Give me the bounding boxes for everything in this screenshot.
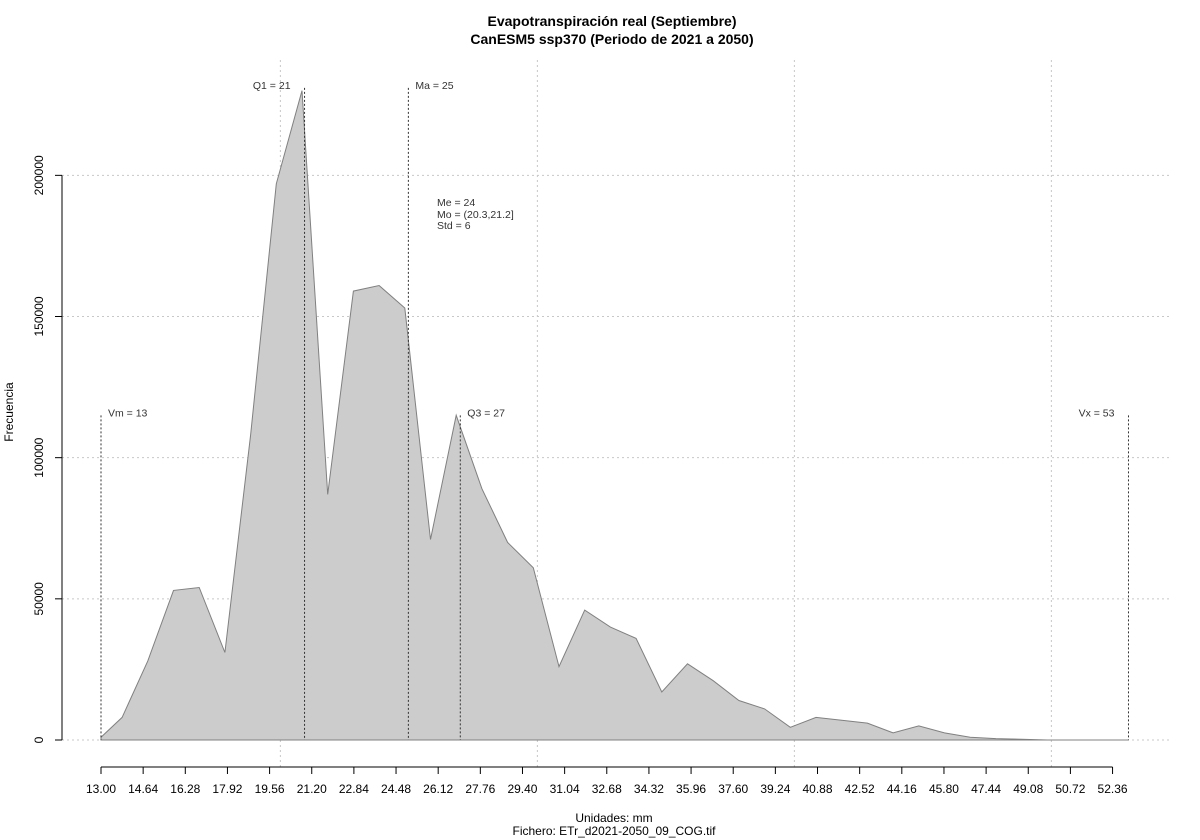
frequency-area (100, 90, 1129, 741)
x-tick-label: 47.44 (971, 782, 1001, 796)
axis-layer: 0 50000 100000 150000 200000 13.00 14.64 16.28 1… (32, 155, 1128, 796)
x-tick-label: 39.24 (760, 782, 790, 796)
x-tick-label: 32.68 (592, 782, 622, 796)
x-tick-label: 19.56 (255, 782, 285, 796)
y-axis-label: Frecuencia (2, 382, 16, 442)
x-tick-label: 16.28 (170, 782, 200, 796)
x-tick-label: 13.00 (86, 782, 116, 796)
marker-label: Q3 = 27 (467, 407, 505, 419)
x-tick-label: 21.20 (297, 782, 327, 796)
y-tick-label: 0 (32, 736, 46, 743)
chart-subtitle: CanESM5 ssp370 (Periodo de 2021 a 2050) (470, 31, 753, 47)
x-tick-label: 26.12 (423, 782, 453, 796)
marker-layer: Vm = 13 Q1 = 21 Ma = 25 Q3 = 27 Vx = 53 (100, 80, 1129, 740)
stats-block: Me = 24 Mo = (20.3,21.2] Std = 6 (437, 197, 514, 232)
x-tick-label: 17.92 (212, 782, 242, 796)
x-tick-label: 27.76 (465, 782, 495, 796)
y-tick-label: 200000 (32, 155, 46, 195)
marker-label: Ma = 25 (415, 80, 453, 92)
x-tick-label: 50.72 (1055, 782, 1085, 796)
x-tick-label: 24.48 (381, 782, 411, 796)
y-tick-label: 50000 (32, 582, 46, 616)
y-tick-label: 150000 (32, 296, 46, 336)
x-axis-label: Unidades: mm (575, 811, 652, 825)
x-tick-label: 22.84 (339, 782, 369, 796)
marker-label: Q1 = 21 (253, 80, 291, 92)
stat-mode: Mo = (20.3,21.2] (437, 209, 514, 221)
x-tick-label: 34.32 (634, 782, 664, 796)
y-tick-label: 100000 (32, 437, 46, 477)
x-tick-label: 40.88 (803, 782, 833, 796)
x-tick-label: 42.52 (845, 782, 875, 796)
x-tick-label: 31.04 (550, 782, 580, 796)
x-tick-label: 37.60 (718, 782, 748, 796)
marker-label: Vm = 13 (108, 407, 148, 419)
x-tick-label: 49.08 (1013, 782, 1043, 796)
x-tick-label: 14.64 (128, 782, 158, 796)
stat-mean: Me = 24 (437, 197, 475, 209)
marker-label: Vx = 53 (1079, 407, 1115, 419)
x-tick-label: 52.36 (1098, 782, 1128, 796)
x-tick-label: 29.40 (507, 782, 537, 796)
x-tick-label: 35.96 (676, 782, 706, 796)
x-tick-label: 45.80 (929, 782, 959, 796)
file-caption: Fichero: ETr_d2021-2050_09_COG.tif (513, 824, 717, 838)
x-tick-label: 44.16 (887, 782, 917, 796)
chart-title: Evapotranspiración real (Septiembre) (488, 13, 737, 29)
stat-std: Std = 6 (437, 220, 471, 232)
